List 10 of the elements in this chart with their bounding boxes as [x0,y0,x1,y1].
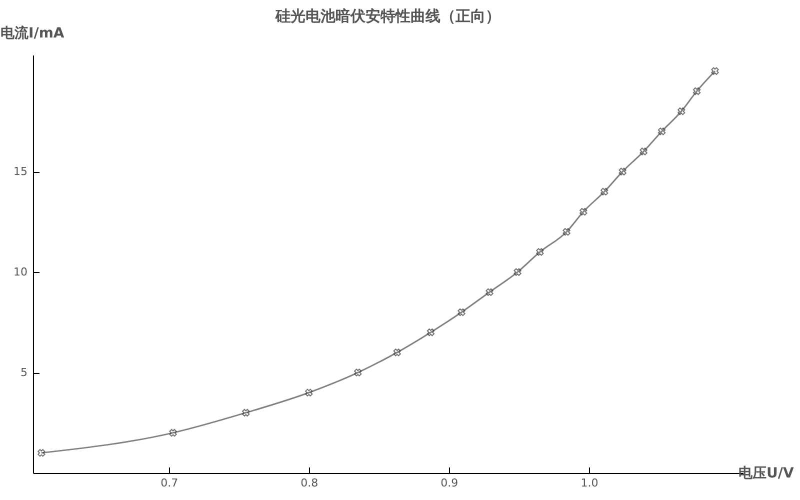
x-axis-title: 电压U/V [738,466,794,482]
x-tick-label: 0.9 [440,476,458,490]
y-tick-label: 15 [14,165,28,178]
x-tick-label: 1.0 [580,476,598,490]
x-tick-label: 0.7 [160,476,178,490]
chart-title: 硅光电池暗伏安特性曲线（正向） [274,7,500,25]
y-axis-title: 电流I/mA [0,24,64,42]
x-tick-label: 0.8 [300,476,318,490]
y-tick-label: 10 [14,266,28,279]
y-tick-label: 5 [20,366,28,380]
